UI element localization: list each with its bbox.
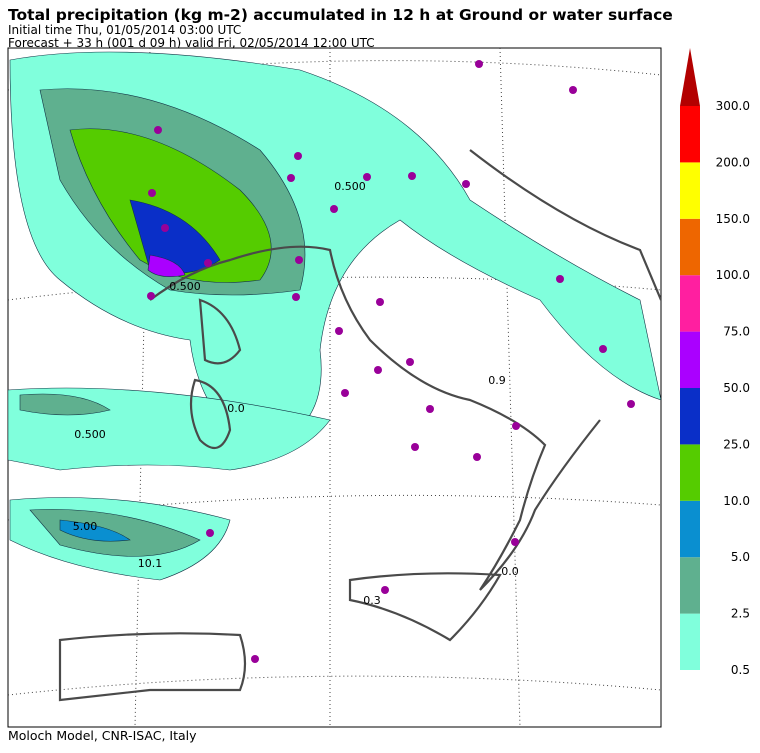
colorbar-band xyxy=(680,331,700,388)
credit: Moloch Model, CNR-ISAC, Italy xyxy=(8,728,197,743)
forecast-time: Forecast + 33 h (001 d 09 h) valid Fri, … xyxy=(8,36,375,50)
contour-label: 0.500 xyxy=(334,180,366,193)
contour-label: 0.500 xyxy=(74,428,106,441)
colorbar-label: 100.0 xyxy=(716,268,750,282)
colorbar-band xyxy=(680,275,700,332)
contour-label: 0.0 xyxy=(501,565,519,578)
contour-label: 0.3 xyxy=(363,594,381,607)
colorbar-label: 2.5 xyxy=(731,607,750,621)
precip-blobs xyxy=(8,51,661,581)
colorbar-label: 25.0 xyxy=(723,437,750,451)
colorbar-band xyxy=(680,106,700,163)
colorbar-band xyxy=(680,388,700,445)
colorbar-label: 50.0 xyxy=(723,381,750,395)
colorbar-band xyxy=(680,500,700,558)
colorbar-band xyxy=(680,218,700,276)
colorbar-band xyxy=(680,557,700,614)
initial-time: Initial time Thu, 01/05/2014 03:00 UTC xyxy=(8,23,241,37)
contour-labels: 0.500 5.00 10.1 0.500 0.500 0.0 0.9 0.3 0.0 xyxy=(73,180,519,607)
colorbar-label: 200.0 xyxy=(716,155,750,169)
colorbar-band xyxy=(680,444,700,501)
contour-label: 0.0 xyxy=(227,402,245,415)
map: 0.500 5.00 10.1 0.500 0.500 0.0 0.9 0.3 0.0 xyxy=(7,47,662,728)
contour-label: 0.500 xyxy=(169,280,201,293)
cities xyxy=(147,60,635,663)
contour-label: 5.00 xyxy=(73,520,98,533)
colorbar-label: 10.0 xyxy=(723,494,750,508)
colorbar-label: 5.0 xyxy=(731,550,750,564)
colorbar-label: 75.0 xyxy=(723,325,750,339)
contour-label: 10.1 xyxy=(138,557,163,570)
colorbar-label: 300.0 xyxy=(716,99,750,113)
title: Total precipitation (kg m-2) accumulated… xyxy=(8,6,673,24)
colorbar-label: 150.0 xyxy=(716,212,750,226)
colorbar: 0.5 2.5 5.0 10.0 25.0 50.0 75.0 100.0 150.0 200.0… xyxy=(680,48,750,677)
colorbar-label: 0.5 xyxy=(731,663,750,677)
colorbar-band xyxy=(680,162,700,219)
colorbar-arrow xyxy=(680,48,700,106)
contour-label: 0.9 xyxy=(488,374,506,387)
colorbar-band xyxy=(680,613,700,670)
